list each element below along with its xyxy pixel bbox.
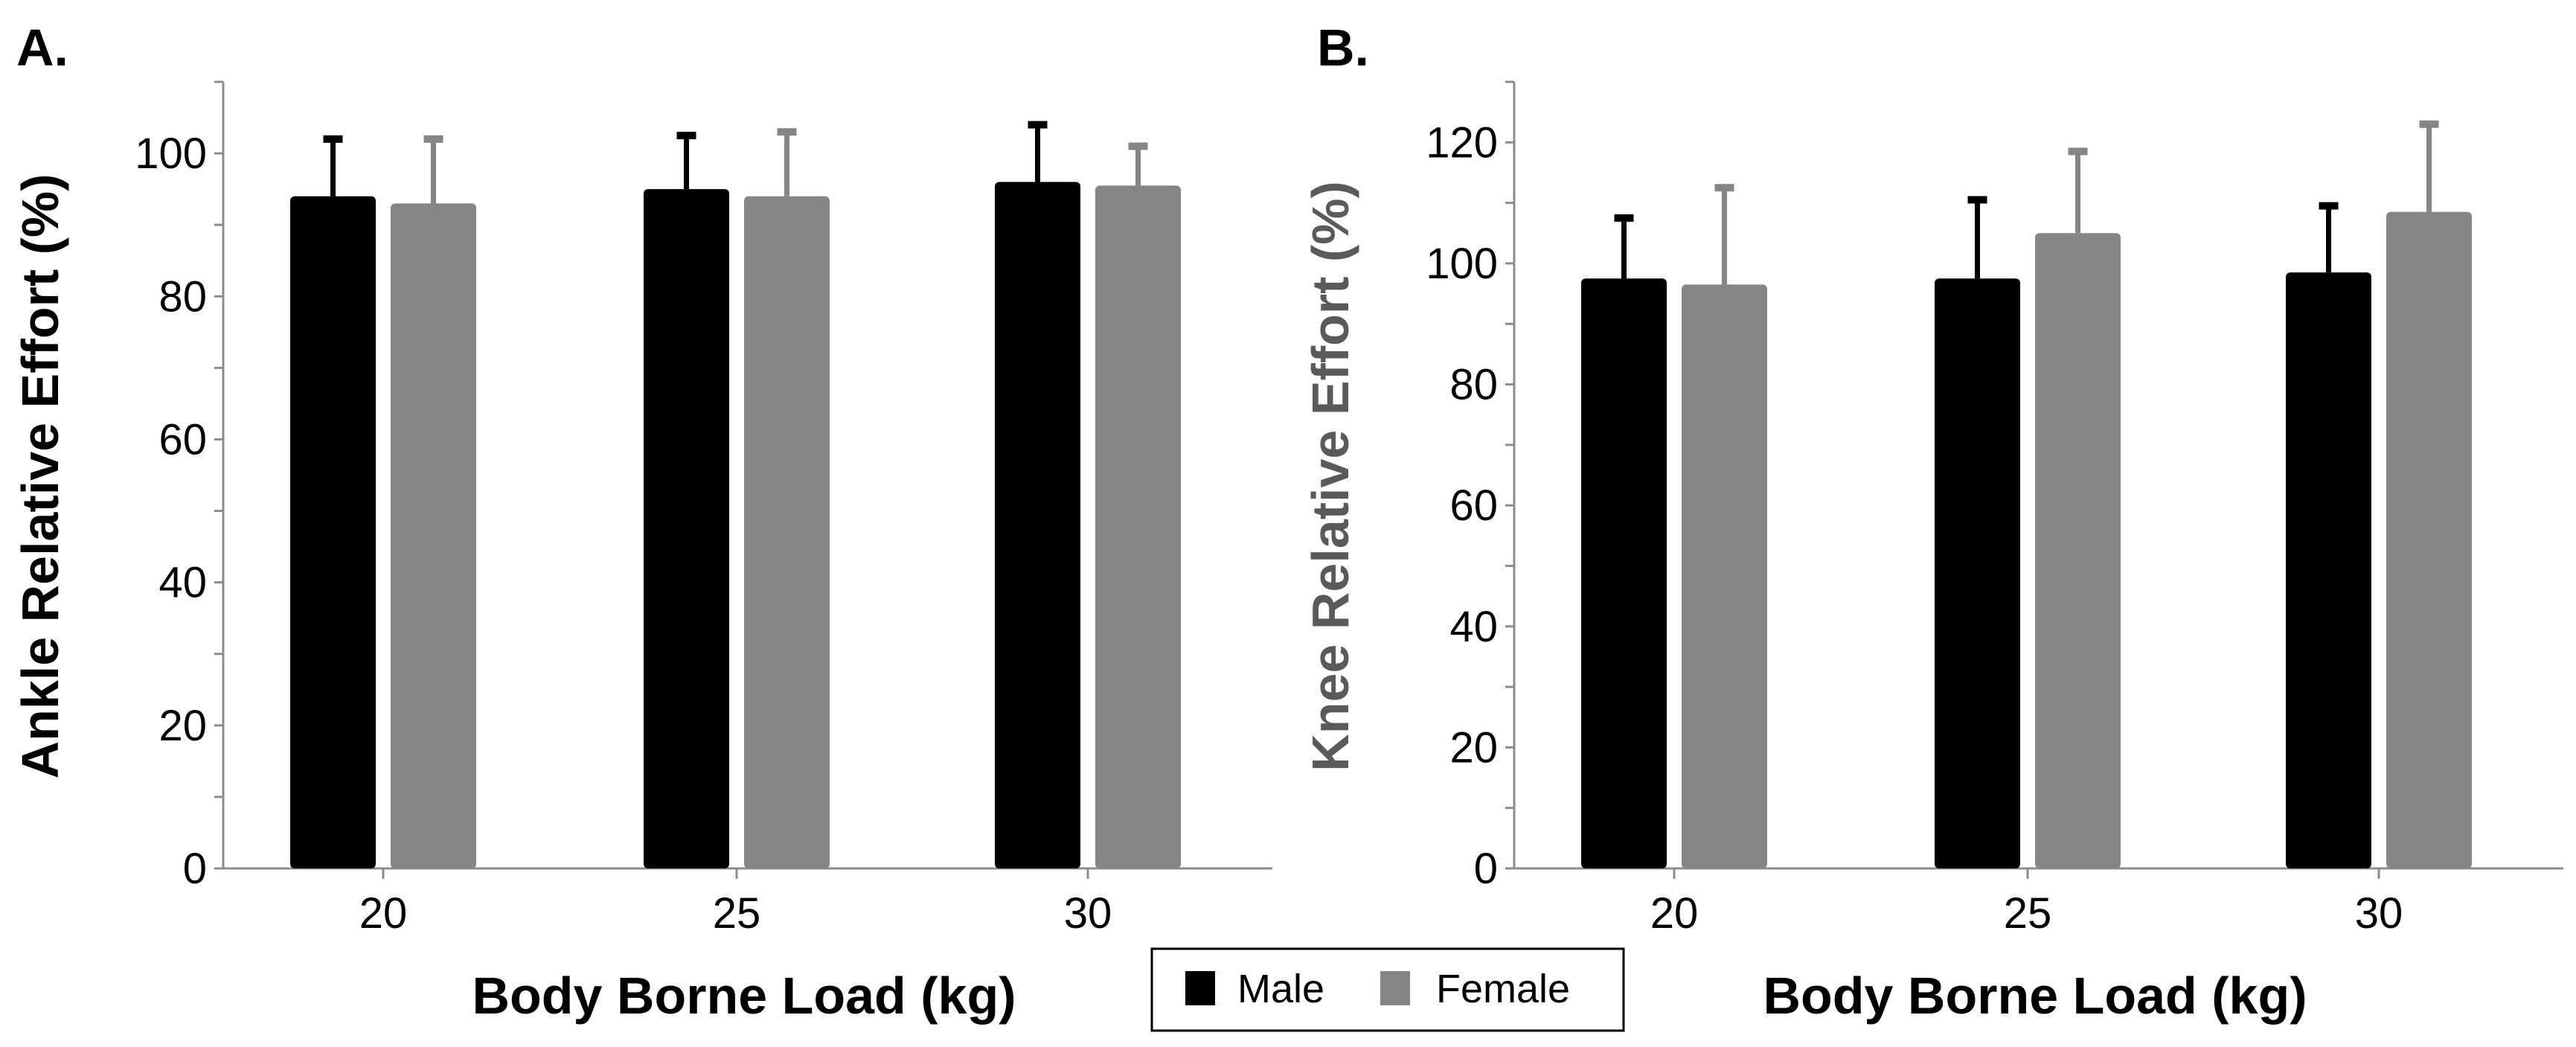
panel-b: B. 0 20 40 60 80 100 120 20 25 30 Body Borne Loa… xyxy=(1301,19,2563,1025)
y-tick-label: 80 xyxy=(158,272,207,321)
x-tick-label: 20 xyxy=(359,889,408,938)
y-tick-label: 0 xyxy=(183,845,207,893)
y-tick-label: 40 xyxy=(1449,603,1498,651)
female-bar xyxy=(2386,211,2472,868)
panel-a-bars xyxy=(290,121,1181,869)
female-bar xyxy=(1682,284,1767,869)
female-bar xyxy=(2035,233,2121,868)
panel-a: A. 0 20 40 60 80 100 20 25 30 Body Borne Load (… xyxy=(11,19,1272,1025)
y-tick-label: 60 xyxy=(1449,481,1498,530)
female-bar xyxy=(744,196,830,868)
male-bar xyxy=(995,182,1080,868)
male-bar xyxy=(2286,272,2371,868)
legend-female-swatch xyxy=(1380,971,1410,1005)
y-tick-label: 40 xyxy=(158,559,207,607)
x-tick-label: 30 xyxy=(1064,889,1112,938)
y-tick-label: 0 xyxy=(1474,845,1498,893)
y-tick-label: 120 xyxy=(1426,118,1498,167)
panel-a-x-ticks: 20 25 30 xyxy=(359,868,1112,938)
x-tick-label: 20 xyxy=(1650,889,1699,938)
panel-a-x-label: Body Borne Load (kg) xyxy=(472,967,1016,1025)
panel-b-letter: B. xyxy=(1317,19,1369,77)
panel-b-bars xyxy=(1581,120,2472,869)
male-bar xyxy=(1935,278,2020,868)
y-tick-label: 60 xyxy=(158,415,207,464)
male-bar xyxy=(1581,278,1667,868)
female-bar xyxy=(1095,185,1181,869)
legend-male-label: Male xyxy=(1237,967,1324,1011)
y-tick-label: 80 xyxy=(1449,361,1498,409)
y-tick-label: 20 xyxy=(158,702,207,750)
legend-female-label: Female xyxy=(1436,967,1570,1011)
x-tick-label: 25 xyxy=(2004,889,2052,938)
legend-male-swatch xyxy=(1185,971,1215,1005)
y-tick-label: 100 xyxy=(1426,240,1498,288)
female-bar xyxy=(391,203,476,868)
panel-a-y-label: Ankle Relative Effort (%) xyxy=(11,174,69,779)
male-bar xyxy=(290,196,376,868)
panel-b-y-ticks: 0 20 40 60 80 100 120 xyxy=(1426,80,1514,893)
panel-a-y-ticks: 0 20 40 60 80 100 xyxy=(135,80,223,893)
legend: Male Female xyxy=(1150,947,1625,1032)
panel-b-y-label: Knee Relative Effort (%) xyxy=(1301,181,1359,771)
panel-a-letter: A. xyxy=(16,19,68,77)
panel-b-x-label: Body Borne Load (kg) xyxy=(1763,967,2307,1025)
x-tick-label: 30 xyxy=(2355,889,2403,938)
panel-b-x-ticks: 20 25 30 xyxy=(1650,868,2403,938)
male-bar xyxy=(644,189,729,869)
x-tick-label: 25 xyxy=(713,889,761,938)
y-tick-label: 20 xyxy=(1449,723,1498,772)
y-tick-label: 100 xyxy=(135,129,207,178)
